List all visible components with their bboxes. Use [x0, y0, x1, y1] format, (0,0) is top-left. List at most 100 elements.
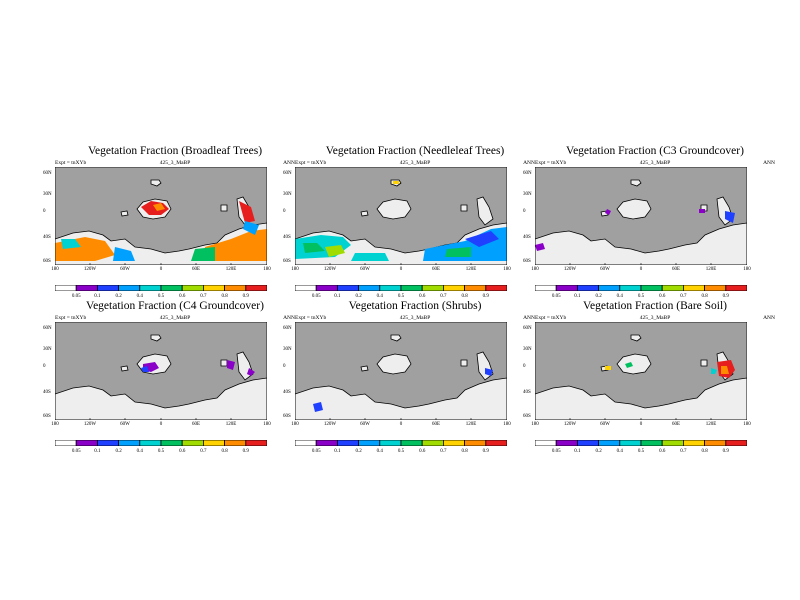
colorbar-label: 0.5 [637, 449, 645, 454]
colorbar-label: 0.4 [136, 294, 143, 299]
lat-tick-label: 40S [43, 390, 51, 395]
land-east-isle [460, 359, 468, 367]
panel-title: Vegetation Fraction (Shrubs) [348, 300, 482, 312]
lon-tick-label: 120E [465, 267, 477, 272]
colorbar-label: 0.1 [574, 294, 581, 299]
colorbar-label: 0.2 [595, 449, 602, 454]
land-central-continent [616, 198, 652, 220]
lon-tick-label: 60W [360, 267, 370, 272]
lon-tick-label: 60E [191, 267, 201, 272]
colorbar-swatch [75, 285, 98, 291]
lon-tick-label: 0 [159, 422, 163, 427]
colorbar-label: 0.6 [419, 294, 426, 299]
colorbar-label: 0.9 [482, 449, 489, 454]
lon-tick-label: 0 [399, 422, 403, 427]
colorbar-label: 0.6 [419, 449, 426, 454]
colorbar-label: 0.8 [221, 294, 228, 299]
colorbar-label: 0.6 [659, 449, 666, 454]
colorbar-swatch [442, 285, 465, 291]
lon-tick-label: 60W [360, 422, 370, 427]
colorbar-swatch [160, 285, 183, 291]
colorbar-swatch [400, 440, 423, 446]
vegetation-patch [303, 243, 325, 253]
land-central-continent [376, 353, 412, 375]
lon-tick-label: 180 [743, 422, 751, 427]
colorbar-label: 0.2 [355, 449, 362, 454]
colorbar-label: 0.1 [94, 294, 101, 299]
colorbar-swatch [97, 285, 120, 291]
colorbar-swatch [139, 440, 162, 446]
experiment-label: Expt = tnXYb [535, 315, 567, 321]
vegetation-map [295, 167, 507, 265]
lon-tick-label: 180 [291, 267, 299, 272]
land-southern-continent [535, 222, 747, 265]
lon-tick-label: 180 [263, 422, 271, 427]
lat-tick-label: 60N [523, 326, 532, 331]
vegetation-patch [393, 181, 399, 184]
land-small-island [120, 365, 129, 372]
colorbar-label: 0.2 [115, 449, 122, 454]
lat-tick-label: 60S [283, 414, 291, 419]
lon-tick-label: 60W [600, 422, 610, 427]
colorbar-swatch [421, 440, 444, 446]
map-panel-shrubs: Vegetation Fraction (Shrubs) Expt = tnXY… [283, 300, 535, 460]
lon-tick-label: 180 [743, 267, 751, 272]
lat-tick-label: 40S [283, 235, 291, 240]
colorbar-label: 0.8 [461, 449, 468, 454]
lat-tick-label: 40S [283, 390, 291, 395]
colorbar-label: 0.2 [355, 294, 362, 299]
colorbar-swatch [118, 440, 141, 446]
lon-tick-label: 180 [503, 422, 511, 427]
run-label: 425_3_MaBP [399, 160, 431, 166]
vegetation-patch [625, 362, 633, 368]
lon-tick-label: 120W [83, 422, 97, 427]
colorbar-label: 0.7 [200, 294, 207, 299]
colorbar-swatch [245, 440, 267, 446]
colorbar-swatch [295, 440, 317, 446]
lat-tick-label: 0 [43, 209, 46, 214]
colorbar-label: 0.8 [701, 449, 708, 454]
panel-title: Vegetation Fraction (Broadleaf Trees) [87, 145, 263, 157]
vegetation-patch [153, 203, 165, 211]
colorbar-label: 0.9 [242, 449, 249, 454]
colorbar-label: 0.6 [179, 294, 186, 299]
vegetation-patch [605, 366, 611, 370]
panel-title: Vegetation Fraction (C4 Groundcover) [86, 300, 264, 312]
season-label: ANN [763, 315, 775, 321]
colorbar-swatch [224, 440, 247, 446]
vegetation-patch [485, 368, 493, 376]
colorbar-swatch [245, 285, 267, 291]
colorbar-swatch [535, 285, 557, 291]
colorbar-label: 0.9 [242, 294, 249, 299]
vegetation-patch [61, 239, 81, 249]
land-north-island [150, 334, 162, 342]
colorbar-swatch [485, 440, 507, 446]
vegetation-patch [699, 209, 705, 213]
colorbar-label: 0.05 [551, 449, 561, 454]
colorbar-label: 0.2 [595, 294, 602, 299]
colorbar-swatch [682, 440, 705, 446]
run-label: 425_3_MaBP [159, 315, 191, 321]
lat-tick-label: 30N [523, 347, 532, 352]
land-east-isle [220, 359, 228, 367]
lon-tick-label: 60W [600, 267, 610, 272]
lon-tick-label: 180 [51, 267, 59, 272]
lon-tick-label: 120E [225, 422, 237, 427]
lat-tick-label: 60S [523, 414, 531, 419]
vegetation-patch [239, 201, 255, 223]
colorbar-swatch [598, 440, 621, 446]
colorbar-label: 0.7 [440, 294, 447, 299]
colorbar-swatch [640, 285, 663, 291]
land-small-island [360, 210, 369, 217]
colorbar-swatch [421, 285, 444, 291]
colorbar-label: 0.2 [115, 294, 122, 299]
vegetation-patch [721, 366, 729, 374]
lat-tick-label: 0 [283, 364, 286, 369]
vegetation-map [55, 322, 267, 420]
lon-tick-label: 60E [191, 422, 201, 427]
colorbar-swatch [379, 285, 402, 291]
colorbar-swatch [661, 285, 684, 291]
land-small-island [120, 210, 129, 217]
colorbar [55, 440, 267, 446]
vegetation-patch [445, 247, 471, 257]
